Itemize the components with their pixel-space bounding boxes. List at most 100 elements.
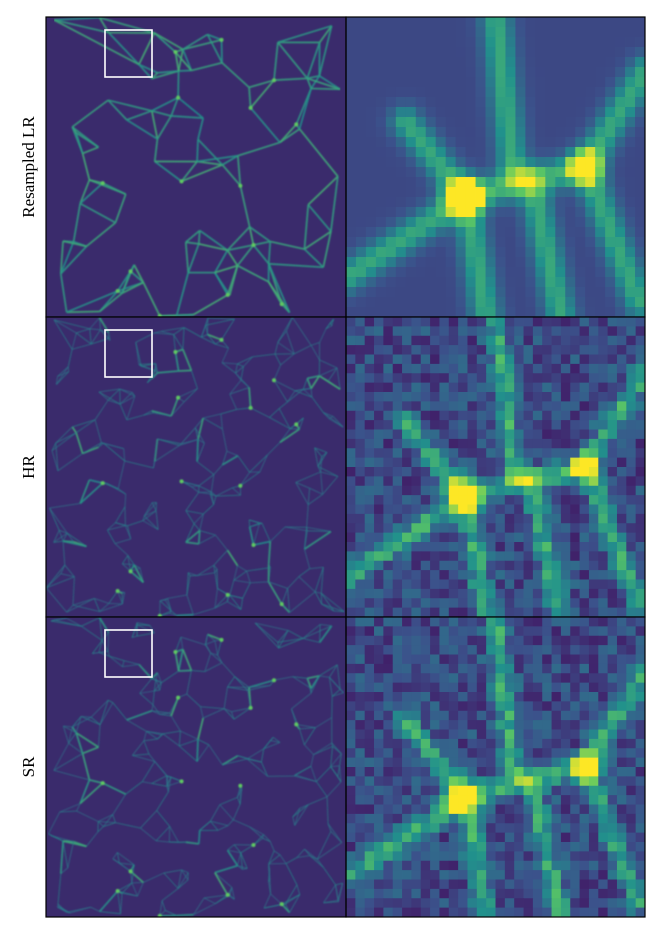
zoom-pixel bbox=[496, 636, 506, 646]
zoom-pixel bbox=[595, 217, 605, 227]
zoom-pixel bbox=[636, 711, 646, 721]
zoom-pixel bbox=[486, 27, 496, 37]
zoom-pixel bbox=[505, 823, 515, 833]
zoom-pixel bbox=[598, 880, 608, 890]
zoom-pixel bbox=[555, 77, 565, 87]
zoom-pixel bbox=[376, 157, 386, 167]
zoom-pixel bbox=[456, 167, 466, 177]
zoom-pixel bbox=[625, 287, 635, 297]
zoom-pixel bbox=[626, 317, 636, 327]
zoom-pixel bbox=[589, 889, 599, 899]
zoom-pixel bbox=[396, 27, 406, 37]
zoom-pixel bbox=[545, 287, 555, 297]
zoom-pixel bbox=[589, 664, 599, 674]
zoom-pixel bbox=[525, 117, 535, 127]
zoom-pixel bbox=[565, 247, 575, 257]
zoom-pixel bbox=[355, 683, 365, 693]
zoom-pixel bbox=[356, 97, 366, 107]
zoom-pixel bbox=[575, 257, 585, 267]
zoom-pixel bbox=[617, 664, 627, 674]
zoom-pixel bbox=[561, 842, 571, 852]
zoom-pixel bbox=[439, 486, 449, 496]
halo bbox=[238, 184, 242, 188]
zoom-pixel bbox=[626, 739, 636, 749]
zoom-pixel bbox=[356, 277, 366, 287]
zoom-pixel bbox=[393, 608, 403, 618]
zoom-pixel bbox=[356, 87, 366, 97]
zoom-pixel bbox=[393, 720, 403, 730]
zoom-pixel bbox=[636, 373, 646, 383]
zoom-pixel bbox=[365, 636, 375, 646]
zoom-pixel bbox=[515, 247, 525, 257]
zoom-pixel bbox=[393, 448, 403, 458]
zoom-pixel bbox=[575, 87, 585, 97]
zoom-pixel bbox=[542, 570, 552, 580]
zoom-pixel bbox=[636, 805, 646, 815]
zoom-pixel bbox=[346, 217, 356, 227]
zoom-pixel bbox=[598, 486, 608, 496]
zoom-pixel bbox=[436, 27, 446, 37]
zoom-pixel bbox=[383, 326, 393, 336]
zoom-pixel bbox=[366, 177, 376, 187]
zoom-pixel bbox=[386, 287, 396, 297]
zoom-pixel bbox=[525, 77, 535, 87]
zoom-pixel bbox=[430, 683, 440, 693]
zoom-pixel bbox=[496, 383, 506, 393]
zoom-pixel bbox=[505, 570, 515, 580]
zoom-pixel bbox=[598, 458, 608, 468]
filament bbox=[179, 370, 192, 371]
zoom-pixel bbox=[365, 889, 375, 899]
zoom-pixel bbox=[626, 767, 636, 777]
zoom-pixel bbox=[456, 197, 466, 207]
zoom-pixel bbox=[376, 87, 386, 97]
zoom-pixel bbox=[533, 467, 543, 477]
zoom-pixel bbox=[366, 227, 376, 237]
zoom-pixel bbox=[421, 880, 431, 890]
zoom-pixel bbox=[533, 626, 543, 636]
zoom-pixel bbox=[467, 786, 477, 796]
zoom-pixel bbox=[514, 373, 524, 383]
zoom-pixel bbox=[449, 655, 459, 665]
zoom-pixel bbox=[486, 786, 496, 796]
zoom-pixel bbox=[393, 430, 403, 440]
zoom-pixel bbox=[608, 317, 618, 327]
zoom-pixel bbox=[514, 814, 524, 824]
zoom-pixel bbox=[625, 77, 635, 87]
zoom-pixel bbox=[561, 561, 571, 571]
zoom-pixel bbox=[477, 636, 487, 646]
zoom-pixel bbox=[552, 833, 562, 843]
zoom-pixel bbox=[533, 795, 543, 805]
zoom-pixel bbox=[393, 561, 403, 571]
zoom-pixel bbox=[555, 217, 565, 227]
zoom-pixel bbox=[436, 257, 446, 267]
zoom-pixel bbox=[636, 683, 646, 693]
zoom-pixel bbox=[386, 17, 396, 27]
zoom-pixel bbox=[355, 373, 365, 383]
zoom-pixel bbox=[626, 730, 636, 740]
zoom-pixel bbox=[625, 297, 635, 307]
zoom-pixel bbox=[406, 27, 416, 37]
zoom-pixel bbox=[406, 47, 416, 57]
filament bbox=[197, 139, 198, 161]
zoom-pixel bbox=[542, 448, 552, 458]
zoom-pixel bbox=[565, 207, 575, 217]
zoom-pixel bbox=[416, 77, 426, 87]
zoom-pixel bbox=[598, 626, 608, 636]
zoom-pixel bbox=[346, 355, 356, 365]
zoom-pixel bbox=[466, 37, 476, 47]
zoom-pixel bbox=[617, 336, 627, 346]
zoom-pixel bbox=[542, 692, 552, 702]
zoom-pixel bbox=[476, 197, 486, 207]
filament bbox=[222, 40, 223, 63]
zoom-pixel bbox=[580, 898, 590, 908]
zoom-pixel bbox=[535, 107, 545, 117]
zoom-pixel bbox=[439, 655, 449, 665]
zoom-pixel bbox=[575, 147, 585, 157]
zoom-pixel bbox=[476, 97, 486, 107]
zoom-pixel bbox=[467, 730, 477, 740]
zoom-pixel bbox=[376, 77, 386, 87]
zoom-pixel bbox=[476, 37, 486, 47]
zoom-pixel bbox=[346, 373, 356, 383]
zoom-pixel bbox=[411, 458, 421, 468]
zoom-pixel bbox=[617, 383, 627, 393]
